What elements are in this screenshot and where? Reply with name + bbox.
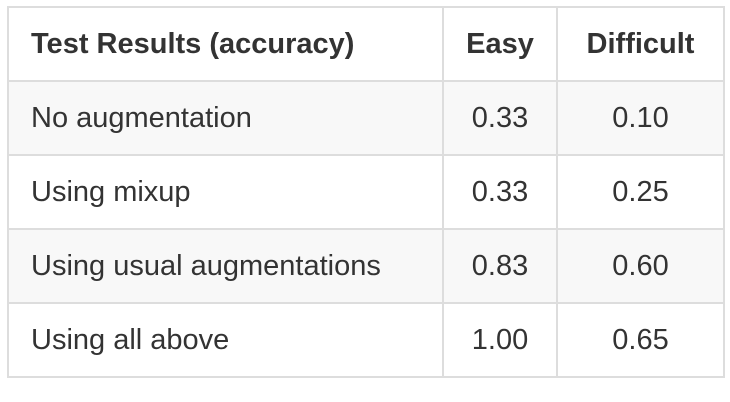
header-easy: Easy	[442, 6, 558, 82]
difficult-value: 0.65	[556, 302, 725, 378]
table-row: Using mixup 0.33 0.25	[7, 154, 725, 230]
table-header: Test Results (accuracy) Easy Difficult	[7, 6, 725, 82]
results-table: Test Results (accuracy) Easy Difficult N…	[7, 6, 725, 378]
difficult-value: 0.25	[556, 154, 725, 230]
easy-value: 0.83	[442, 228, 558, 304]
results-table-container: Test Results (accuracy) Easy Difficult N…	[7, 6, 725, 378]
row-label: No augmentation	[7, 80, 444, 156]
easy-value: 1.00	[442, 302, 558, 378]
table-row: Using usual augmentations 0.83 0.60	[7, 228, 725, 304]
header-test-results: Test Results (accuracy)	[7, 6, 444, 82]
easy-value: 0.33	[442, 80, 558, 156]
table-row: Using all above 1.00 0.65	[7, 302, 725, 378]
row-label: Using all above	[7, 302, 444, 378]
header-difficult: Difficult	[556, 6, 725, 82]
table-body: No augmentation 0.33 0.10 Using mixup 0.…	[7, 80, 725, 378]
easy-value: 0.33	[442, 154, 558, 230]
difficult-value: 0.10	[556, 80, 725, 156]
row-label: Using mixup	[7, 154, 444, 230]
difficult-value: 0.60	[556, 228, 725, 304]
table-row: No augmentation 0.33 0.10	[7, 80, 725, 156]
header-row: Test Results (accuracy) Easy Difficult	[7, 6, 725, 82]
row-label: Using usual augmentations	[7, 228, 444, 304]
